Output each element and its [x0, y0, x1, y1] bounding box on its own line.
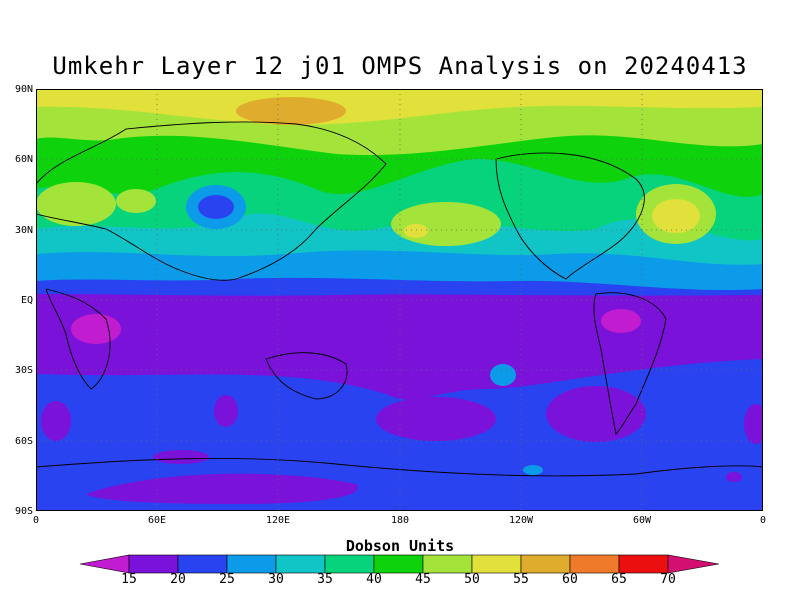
colorbar-level-55: 55 [513, 572, 529, 587]
lat-label-30s: 30S [14, 365, 33, 376]
colorbar [80, 554, 720, 574]
colorbar-level-35: 35 [317, 572, 333, 587]
map-title: Umkehr Layer 12 j01 OMPS Analysis on 202… [52, 52, 748, 80]
colorbar-level-25: 25 [219, 572, 235, 587]
lon-label-120e: 120E [265, 515, 291, 526]
lat-label-30n: 30N [14, 225, 33, 236]
lat-label-60n: 60N [14, 154, 33, 165]
lon-label-0-east: 0 [759, 515, 767, 526]
lon-label-60e: 60E [147, 515, 167, 526]
lat-label-90n: 90N [14, 84, 33, 95]
colorbar-arrow-high [667, 554, 720, 574]
colorbar-swatch-1 [128, 554, 179, 574]
colorbar-swatch-8 [471, 554, 522, 574]
colorbar-units-label: Dobson Units [345, 537, 455, 555]
colorbar-swatch-7 [422, 554, 473, 574]
lon-label-60w: 60W [632, 515, 652, 526]
colorbar-level-15: 15 [121, 572, 137, 587]
colorbar-swatch-2 [177, 554, 228, 574]
colorbar-level-50: 50 [464, 572, 480, 587]
ozone-contour-field [36, 89, 763, 511]
colorbar-swatch-4 [275, 554, 326, 574]
ozone-map [36, 89, 763, 511]
colorbar-level-30: 30 [268, 572, 284, 587]
lon-label-120w: 120W [508, 515, 534, 526]
colorbar-swatch-3 [226, 554, 277, 574]
colorbar-swatch-6 [373, 554, 424, 574]
colorbar-arrow-low [80, 554, 130, 574]
colorbar-swatch-5 [324, 554, 375, 574]
colorbar-level-20: 20 [170, 572, 186, 587]
colorbar-swatch-11 [618, 554, 669, 574]
colorbar-level-40: 40 [366, 572, 382, 587]
colorbar-level-60: 60 [562, 572, 578, 587]
colorbar-level-45: 45 [415, 572, 431, 587]
lon-label-0-west: 0 [32, 515, 40, 526]
lon-label-180: 180 [390, 515, 410, 526]
colorbar-swatch-9 [520, 554, 571, 574]
colorbar-level-65: 65 [611, 572, 627, 587]
colorbar-level-70: 70 [660, 572, 676, 587]
lat-label-90s: 90S [14, 506, 33, 517]
colorbar-swatch-10 [569, 554, 620, 574]
lat-label-60s: 60S [14, 436, 33, 447]
lat-label-eq: EQ [20, 295, 33, 306]
